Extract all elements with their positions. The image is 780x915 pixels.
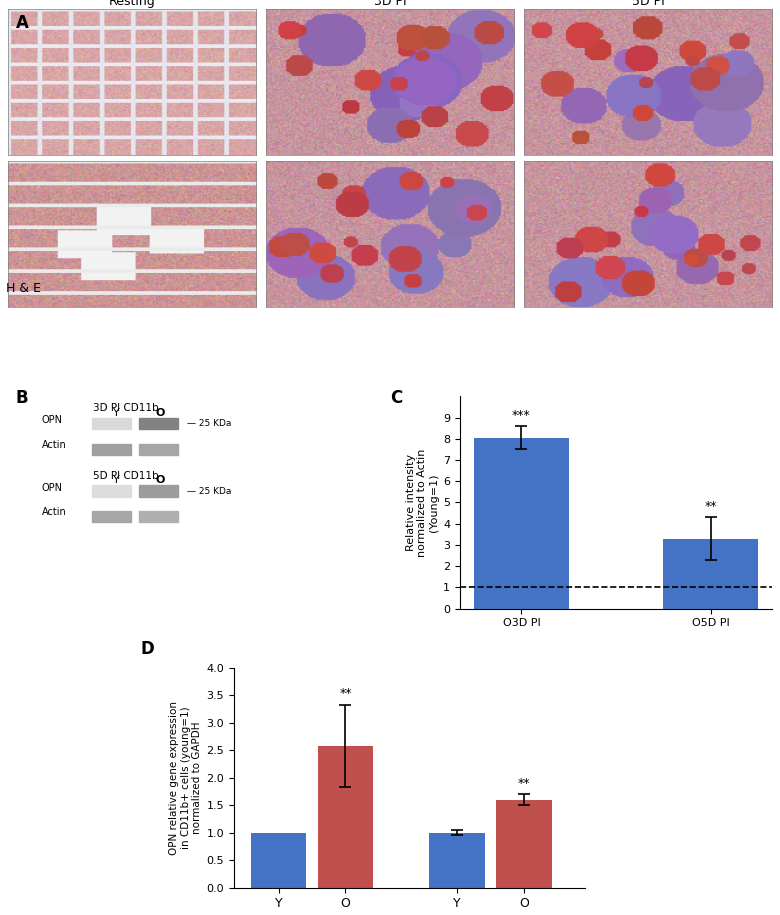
Text: **: ** [339,687,352,700]
Text: D: D [140,640,154,659]
Bar [92,511,131,522]
Text: O: O [155,475,165,485]
Text: Y: Y [112,475,119,485]
Y-axis label: OPN relative gene expression
in CD11b+ cells (young=1)
normalized to GAPDH: OPN relative gene expression in CD11b+ c… [169,701,202,855]
Bar [140,486,178,497]
Bar [140,511,178,522]
Text: **: ** [517,777,530,790]
Bar [140,417,178,429]
Text: OPN: OPN [41,482,62,492]
Bar [140,444,178,455]
Bar [663,539,758,608]
Text: 3D PI CD11b: 3D PI CD11b [94,403,159,413]
Bar [496,800,551,888]
Bar [250,833,307,888]
Title: 3D PI: 3D PI [374,0,406,8]
Bar [92,444,131,455]
Text: 5D PI CD11b: 5D PI CD11b [94,470,159,480]
Text: C: C [390,389,402,407]
Text: OPN: OPN [41,414,62,425]
Title: 5D PI: 5D PI [632,0,665,8]
Text: A: A [16,14,29,32]
Text: H & E: H & E [6,282,41,295]
Text: B: B [16,389,28,407]
Bar [429,833,484,888]
Text: — 25 KDa: — 25 KDa [187,419,232,428]
Text: Actin: Actin [41,440,66,450]
Bar [474,437,569,608]
Text: ***: *** [512,409,531,422]
Bar [92,417,131,429]
Bar [317,746,374,888]
Text: — 25 KDa: — 25 KDa [187,487,232,496]
Title: Resting: Resting [108,0,155,8]
Text: Actin: Actin [41,507,66,517]
Bar [92,486,131,497]
Text: Y: Y [112,408,119,418]
Text: **: ** [704,501,717,513]
Text: O: O [155,408,165,418]
Y-axis label: Relative intensity
normalized to Actin
(Young=1): Relative intensity normalized to Actin (… [406,448,439,556]
